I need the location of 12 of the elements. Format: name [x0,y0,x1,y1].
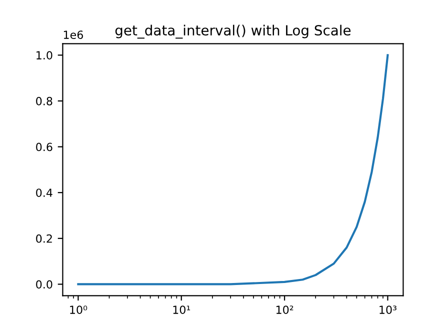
y-tick-label: 0.0 [36,280,52,289]
y-tick-label: 0.2 [36,234,52,243]
y-tick-label: 0.8 [36,96,52,106]
y-tick-label: 1.0 [36,51,52,60]
x-tick-label: 10² [276,306,294,314]
y-tick-label: 0.6 [36,142,52,152]
x-tick-label: 10¹ [173,306,190,314]
x-tick-label: 10⁰ [70,306,88,314]
text: 1e6 [64,30,83,40]
y-tick-label: 0.4 [36,188,52,197]
chart-title: get_data_interval() with Log Scale [115,24,351,39]
x-tick-label: 10³ [380,306,396,314]
